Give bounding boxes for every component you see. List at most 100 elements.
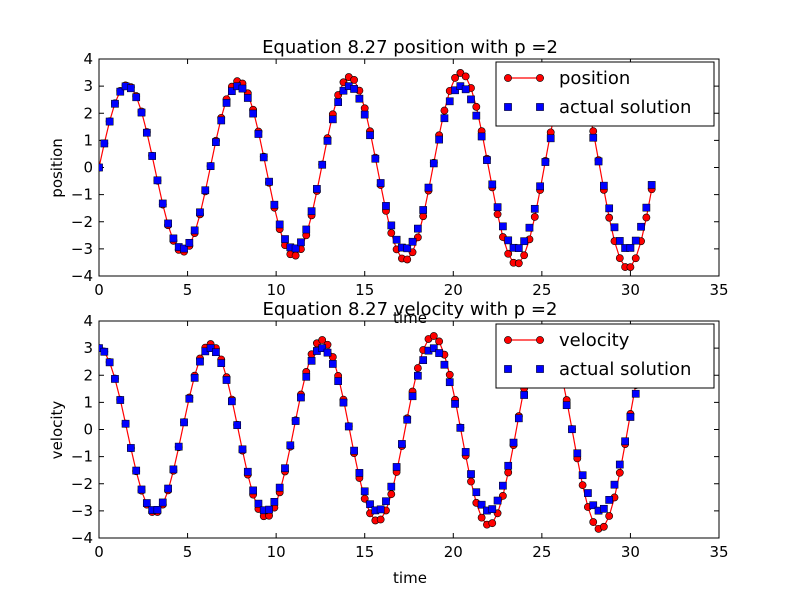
velocity-legend: velocity actual solution bbox=[495, 323, 715, 389]
velocity-velocity-point bbox=[445, 370, 454, 379]
position-actual-solution-point bbox=[360, 110, 369, 119]
position-y-tick-label: 0 bbox=[83, 159, 93, 177]
velocity-actual-solution-point bbox=[100, 347, 109, 356]
position-legend-label-position: position bbox=[559, 68, 630, 89]
position-actual-solution-point bbox=[387, 221, 396, 230]
position-actual-solution-point bbox=[414, 224, 422, 233]
velocity-actual-solution-point bbox=[472, 488, 481, 497]
position-actual-solution-point bbox=[158, 199, 167, 208]
position-actual-solution-point bbox=[148, 152, 156, 160]
position-actual-solution-point bbox=[477, 132, 486, 141]
position-actual-solution-point bbox=[116, 87, 125, 96]
velocity-velocity-point bbox=[318, 336, 327, 344]
position-actual-solution-point bbox=[392, 235, 401, 244]
velocity-y-tick-label: 0 bbox=[83, 421, 93, 439]
velocity-actual-solution-point bbox=[584, 489, 592, 497]
position-actual-solution-point bbox=[589, 133, 598, 142]
position-actual-solution-point bbox=[249, 109, 257, 118]
position-actual-solution-point bbox=[647, 181, 656, 189]
position-actual-solution-point bbox=[499, 222, 507, 231]
position-y-tick-label: −3 bbox=[71, 240, 93, 258]
position-actual-solution-point bbox=[127, 84, 135, 93]
velocity-actual-solution-point bbox=[445, 378, 454, 387]
velocity-legend-marker bbox=[504, 365, 512, 373]
position-actual-solution-point bbox=[435, 135, 443, 144]
velocity-actual-solution-point bbox=[302, 372, 311, 381]
position-actual-solution-point bbox=[472, 111, 481, 120]
position-actual-solution-point bbox=[483, 156, 491, 164]
position-position-point bbox=[589, 127, 598, 136]
velocity-subplot: 0 5 10 15 20 25 30 3543210−1−2−3−4velocityactua… bbox=[48, 299, 729, 587]
velocity-x-tick-label: 15 bbox=[355, 543, 374, 561]
position-y-tick-label: 2 bbox=[83, 104, 93, 122]
position-actual-solution-point bbox=[424, 183, 433, 192]
position-actual-solution-point bbox=[637, 222, 645, 231]
velocity-y-tick-label: 2 bbox=[83, 366, 93, 384]
velocity-actual-solution-point bbox=[291, 417, 300, 425]
velocity-actual-solution-point bbox=[153, 506, 162, 514]
velocity-actual-solution-point bbox=[456, 423, 465, 432]
position-actual-solution-point bbox=[323, 137, 332, 145]
velocity-actual-solution-point bbox=[174, 442, 183, 451]
velocity-actual-solution-point bbox=[499, 481, 507, 490]
velocity-actual-solution-point bbox=[360, 487, 369, 496]
position-chart-title: Equation 8.27 position with p =2 bbox=[262, 37, 558, 58]
position-actual-solution-point bbox=[493, 203, 502, 211]
position-actual-solution-point bbox=[99, 163, 103, 172]
velocity-actual-solution-point bbox=[403, 415, 412, 424]
position-actual-solution-point bbox=[525, 223, 534, 232]
position-actual-solution-point bbox=[350, 85, 358, 93]
position-position-point bbox=[451, 74, 459, 82]
position-x-tick-label: 35 bbox=[709, 281, 728, 299]
position-position-point bbox=[514, 259, 523, 268]
velocity-legend-marker bbox=[504, 336, 512, 344]
position-actual-solution-point bbox=[610, 223, 619, 232]
velocity-actual-solution-point bbox=[520, 391, 528, 399]
position-actual-solution-point bbox=[594, 157, 603, 166]
position-actual-solution-point bbox=[254, 130, 263, 138]
position-actual-solution-point bbox=[600, 181, 608, 190]
velocity-velocity-point bbox=[467, 477, 475, 486]
velocity-actual-solution-point bbox=[631, 389, 640, 398]
velocity-actual-solution-point bbox=[451, 400, 459, 408]
position-actual-solution-point bbox=[626, 244, 635, 252]
velocity-legend-marker bbox=[536, 336, 544, 344]
position-x-tick-label: 5 bbox=[183, 281, 193, 299]
velocity-actual-solution-point bbox=[233, 421, 242, 429]
position-position-point bbox=[530, 213, 539, 221]
velocity-actual-solution-point bbox=[339, 398, 348, 407]
velocity-actual-solution-point bbox=[376, 505, 385, 514]
velocity-x-tick-label: 0 bbox=[94, 543, 104, 561]
velocity-y-tick-label: 4 bbox=[83, 312, 93, 330]
velocity-actual-solution-point bbox=[398, 440, 406, 448]
position-x-tick-label: 25 bbox=[532, 281, 551, 299]
velocity-actual-solution-point bbox=[488, 505, 497, 513]
velocity-actual-solution-point bbox=[238, 445, 247, 454]
velocity-actual-solution-point bbox=[249, 486, 257, 495]
velocity-velocity-point bbox=[477, 513, 486, 522]
velocity-actual-solution-point bbox=[435, 349, 443, 357]
position-actual-solution-point bbox=[206, 162, 215, 170]
position-actual-solution-point bbox=[313, 185, 321, 193]
velocity-actual-solution-point bbox=[137, 485, 146, 494]
velocity-x-tick-label: 25 bbox=[532, 543, 551, 561]
position-y-tick-label: −2 bbox=[71, 213, 93, 231]
position-x-tick-label: 20 bbox=[444, 281, 463, 299]
position-actual-solution-point bbox=[408, 237, 417, 246]
velocity-actual-solution-point bbox=[493, 496, 502, 505]
position-actual-solution-point bbox=[302, 225, 311, 234]
position-actual-solution-point bbox=[169, 234, 178, 243]
position-actual-solution-point bbox=[297, 238, 305, 247]
position-actual-solution-point bbox=[100, 139, 109, 148]
position-actual-solution-point bbox=[514, 244, 523, 252]
velocity-velocity-point bbox=[599, 522, 608, 531]
position-position-point bbox=[472, 102, 481, 111]
velocity-actual-solution-point bbox=[382, 497, 390, 506]
velocity-actual-solution-point bbox=[307, 356, 316, 365]
velocity-actual-solution-point bbox=[158, 498, 167, 507]
velocity-actual-solution-point bbox=[180, 418, 188, 427]
velocity-actual-solution-point bbox=[615, 460, 624, 469]
position-y-tick-label: −4 bbox=[71, 267, 93, 285]
velocity-actual-solution-point bbox=[254, 499, 263, 508]
